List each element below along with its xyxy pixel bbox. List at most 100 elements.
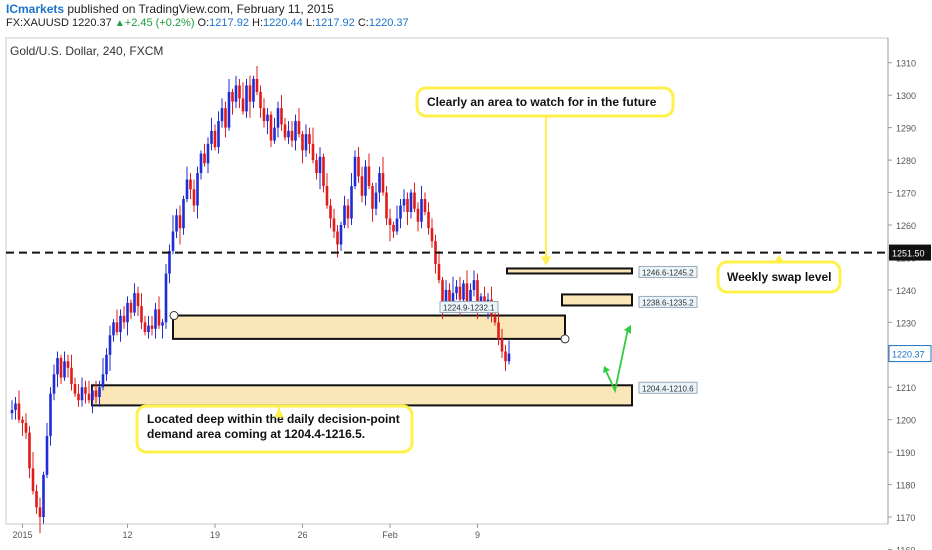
y-tick-label: 1270 bbox=[896, 189, 916, 199]
candle-body bbox=[80, 387, 84, 401]
candle-body bbox=[206, 143, 210, 164]
candle-body bbox=[339, 224, 343, 245]
candle-body bbox=[87, 393, 91, 401]
candle-body bbox=[504, 351, 507, 362]
y-tick-label: 1180 bbox=[896, 481, 915, 491]
zone-label-box bbox=[439, 301, 499, 314]
x-tick-label: 26 bbox=[297, 530, 307, 540]
candle-body bbox=[14, 403, 17, 410]
y-tick-label: 1260 bbox=[896, 221, 916, 231]
candle-body bbox=[227, 91, 231, 128]
zone-label-box bbox=[638, 265, 698, 278]
candle-body bbox=[367, 166, 371, 187]
y-tick-label: 1210 bbox=[896, 383, 916, 393]
candle-body bbox=[133, 293, 136, 313]
candle-body bbox=[49, 393, 52, 436]
close-label: C: bbox=[357, 17, 369, 29]
candle-body bbox=[217, 121, 220, 148]
candle-body bbox=[297, 121, 301, 135]
candle-body bbox=[192, 189, 196, 206]
callout-text-demand: Located deep within the daily decision-p… bbox=[147, 412, 400, 441]
candle-body bbox=[259, 91, 262, 109]
candle-body bbox=[238, 85, 241, 99]
candle-body bbox=[10, 409, 14, 414]
x-tick-label: Feb bbox=[382, 530, 398, 540]
candle-body bbox=[231, 91, 234, 102]
swap-level-value: 1251.50 bbox=[892, 249, 925, 259]
zone-label: 1246.6-1245.2 bbox=[642, 268, 694, 277]
low-value: 1217.92 bbox=[315, 17, 355, 29]
candle-body bbox=[360, 176, 364, 196]
candle-body bbox=[357, 156, 360, 177]
candle-body bbox=[168, 250, 171, 274]
zone-label: 1238.6-1235.2 bbox=[642, 298, 694, 307]
candle-body bbox=[126, 302, 129, 323]
x-tick-label: 9 bbox=[475, 530, 480, 540]
candle-body bbox=[472, 280, 476, 290]
brand-link[interactable]: ICmarkets bbox=[6, 2, 65, 16]
price-chart[interactable]: 1160117011801190120012101220123012401250… bbox=[0, 34, 932, 550]
candle-body bbox=[280, 108, 283, 125]
demand-zone[interactable] bbox=[561, 293, 633, 307]
candle-body bbox=[395, 218, 399, 232]
candle-body bbox=[381, 173, 385, 193]
callout-text-swap: Weekly swap level bbox=[727, 270, 832, 284]
candle-body bbox=[42, 474, 45, 518]
candle-body bbox=[178, 215, 182, 229]
candle-body bbox=[66, 361, 70, 368]
candle-body bbox=[224, 108, 227, 128]
candle-body bbox=[304, 134, 308, 151]
candle-body bbox=[332, 218, 336, 232]
candle-body bbox=[469, 289, 472, 303]
candle-body bbox=[115, 322, 119, 333]
last-price-value: 1220.37 bbox=[892, 350, 925, 360]
candle-body bbox=[52, 374, 56, 394]
candle-body bbox=[241, 98, 245, 112]
candle-body bbox=[147, 325, 150, 333]
candle-body bbox=[84, 387, 87, 394]
header-bar: ICmarkets published on TradingView.com, … bbox=[0, 0, 932, 34]
candle-body bbox=[276, 108, 280, 128]
candle-body bbox=[399, 205, 402, 219]
candle-body bbox=[266, 114, 269, 122]
candle-body bbox=[455, 286, 458, 294]
projection-arrowhead bbox=[603, 366, 610, 374]
candle-body bbox=[122, 315, 126, 323]
candle-body bbox=[196, 173, 199, 206]
demand-zone[interactable] bbox=[506, 267, 633, 275]
candle-body bbox=[234, 85, 238, 102]
y-tick-label: 1190 bbox=[896, 448, 915, 458]
candle-body bbox=[350, 186, 353, 219]
candle-body bbox=[28, 432, 31, 469]
candle-body bbox=[45, 435, 49, 475]
candle-body bbox=[70, 367, 73, 384]
candle-body bbox=[17, 403, 21, 420]
candle-body bbox=[371, 186, 374, 209]
x-tick-label: 12 bbox=[122, 530, 132, 540]
candle-body bbox=[500, 338, 504, 352]
candle-body bbox=[476, 280, 479, 307]
candle-body bbox=[255, 78, 259, 92]
callout-text-future: Clearly an area to watch for in the futu… bbox=[427, 95, 657, 109]
candle-body bbox=[322, 156, 325, 187]
candle-body bbox=[157, 309, 161, 326]
y-tick-label: 1280 bbox=[896, 156, 916, 166]
demand-zone[interactable] bbox=[91, 384, 633, 407]
candle-body bbox=[413, 192, 416, 209]
zone-label-box bbox=[638, 381, 698, 394]
demand-zone[interactable] bbox=[172, 314, 566, 340]
candle-body bbox=[290, 130, 294, 141]
candle-body bbox=[346, 205, 350, 219]
candle-body bbox=[423, 199, 427, 213]
candle-body bbox=[388, 218, 392, 225]
candle-body bbox=[171, 231, 175, 251]
candle-body bbox=[245, 85, 248, 112]
candle-body bbox=[465, 283, 469, 303]
last-price: 1220.37 bbox=[72, 17, 112, 29]
candle-body bbox=[385, 192, 388, 219]
candle-body bbox=[416, 208, 420, 222]
candle-body bbox=[329, 205, 332, 219]
zone-label: 1224.9-1232.1 bbox=[443, 304, 495, 313]
candle-body bbox=[105, 354, 108, 375]
candle-body bbox=[406, 199, 409, 213]
